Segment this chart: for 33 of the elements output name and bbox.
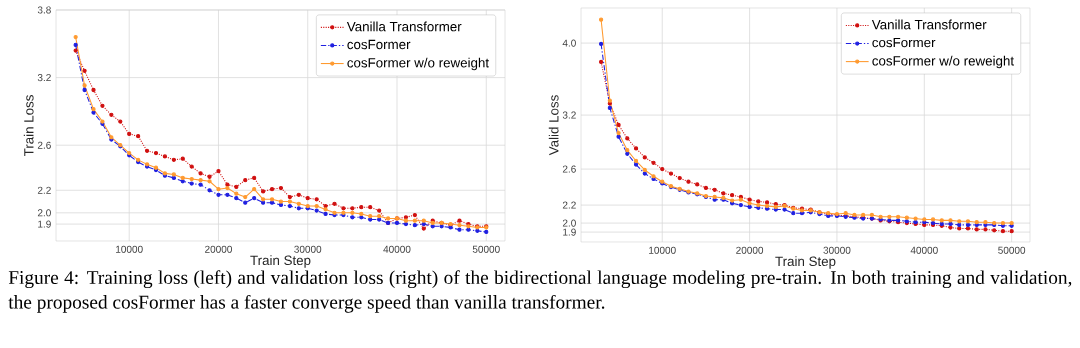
- y-tick-label: 2.0: [562, 219, 576, 227]
- y-tick-label: 1.9: [563, 228, 576, 236]
- legend-label: Vanilla Transformer: [871, 19, 987, 30]
- y-tick-label: 2.6: [37, 141, 51, 149]
- legend-label: cosFormer w/o reweight: [347, 57, 489, 71]
- y-axis-title: Valid Loss: [548, 95, 559, 156]
- x-tick-label: 40000: [383, 245, 411, 253]
- legend-label: cosFormer: [872, 37, 936, 48]
- x-tick-label: 30000: [823, 246, 851, 254]
- y-tick-label: 2.2: [562, 201, 576, 209]
- y-tick-label: 2.2: [37, 186, 51, 194]
- y-tick-label: 3.2: [37, 74, 51, 82]
- y-tick-label: 3.8: [37, 6, 51, 14]
- y-axis-title: Train Loss: [23, 95, 34, 157]
- x-tick-label: 10000: [649, 246, 676, 254]
- x-tick-label: 50000: [998, 246, 1026, 254]
- x-tick-label: 40000: [910, 246, 938, 254]
- x-axis-title: Train Step: [775, 256, 836, 269]
- x-tick-label: 30000: [294, 245, 322, 253]
- caption: Figure 4: Training loss (left) and validation loss (right) of the bidirectional language modeling pre-train. In both training and validation, the proposed cosFormer has a faster converge speed than vanilla transformer.: [8, 270, 1072, 313]
- x-tick-label: 50000: [472, 245, 500, 253]
- legend-label: Vanilla Transformer: [346, 21, 462, 32]
- y-tick-label: 2.6: [562, 165, 576, 173]
- x-tick-label: 20000: [736, 246, 764, 254]
- x-tick-label: 10000: [116, 245, 143, 253]
- legend-label: cosFormer w/o reweight: [872, 55, 1014, 69]
- x-tick-label: 20000: [205, 245, 232, 253]
- y-tick-label: 1.9: [38, 220, 51, 228]
- y-tick-label: 2.0: [37, 209, 51, 217]
- legend-label: cosFormer: [347, 39, 411, 50]
- y-tick-label: 4.0: [562, 39, 576, 47]
- y-tick-label: 3.2: [562, 111, 576, 119]
- x-axis-title: Train Step: [250, 255, 311, 268]
